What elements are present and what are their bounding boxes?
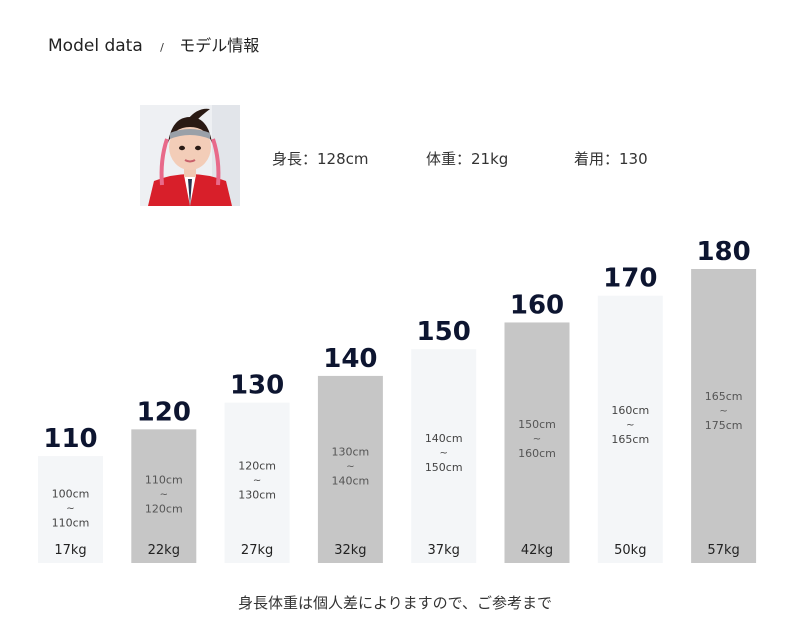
height-range-max: 175cm [705, 419, 743, 432]
bar [38, 456, 103, 563]
model-photo [140, 105, 240, 206]
bar [131, 429, 197, 563]
bar-size-label: 130 [230, 371, 284, 401]
height-range-separator: ~ [719, 406, 727, 417]
height-range-max: 140cm [332, 475, 370, 488]
height-range-separator: ~ [160, 490, 168, 501]
header-subtitle: モデル情報 [179, 36, 260, 55]
bar-size-label: 150 [417, 317, 471, 347]
bar-size-label: 110 [43, 424, 97, 454]
bar-size-label: 140 [323, 344, 377, 374]
model-size: 着用：130 [574, 150, 648, 168]
height-range-separator: ~ [346, 462, 354, 473]
height-range-max: 130cm [238, 489, 276, 502]
height-range-min: 130cm [332, 446, 370, 459]
bar [691, 269, 757, 563]
bar-size-label: 120 [137, 397, 191, 427]
bar-weight-label: 27kg [241, 543, 273, 558]
header-separator: / [160, 41, 164, 54]
height-range-separator: ~ [533, 434, 541, 445]
height-range-separator: ~ [66, 503, 74, 514]
bar-size-label: 180 [696, 237, 750, 267]
bar [411, 349, 477, 563]
bar-weight-label: 42kg [521, 543, 553, 558]
size-chart: 110 100cm ~110cm 17kg 120 110cm ~120cm 22kg 130 1… [38, 237, 757, 563]
model-height: 身長：128cm [272, 150, 369, 168]
bar-weight-label: 50kg [614, 543, 646, 558]
bar [224, 402, 290, 563]
bar-weight-label: 17kg [54, 543, 86, 558]
header-title: Model data [48, 36, 143, 56]
model-weight: 体重：21kg [426, 150, 509, 168]
bar-weight-label: 22kg [148, 543, 180, 558]
height-range-min: 160cm [611, 404, 649, 417]
footer-note: 身長体重は個人差によりますので、ご参考まで [237, 594, 553, 612]
bar-size-label: 160 [510, 290, 564, 320]
height-range-max: 120cm [145, 503, 183, 516]
height-range-separator: ~ [626, 420, 634, 431]
height-range-max: 160cm [518, 447, 556, 460]
bar-weight-label: 32kg [334, 543, 366, 558]
height-range-min: 140cm [425, 432, 463, 445]
height-range-separator: ~ [253, 476, 261, 487]
height-range-separator: ~ [440, 448, 448, 459]
bar [317, 375, 383, 563]
bar-weight-label: 57kg [707, 543, 739, 558]
bar [504, 322, 570, 563]
height-range-min: 110cm [145, 474, 183, 487]
height-range-max: 110cm [52, 516, 90, 529]
bar [597, 295, 663, 563]
height-range-min: 165cm [705, 390, 743, 403]
height-range-min: 150cm [518, 418, 556, 431]
height-range-max: 165cm [611, 433, 649, 446]
height-range-min: 120cm [238, 460, 276, 473]
height-range-max: 150cm [425, 461, 463, 474]
height-range-min: 100cm [52, 487, 90, 500]
header: Model data / モデル情報 [48, 32, 259, 56]
bar-size-label: 170 [603, 264, 657, 294]
bar-weight-label: 37kg [428, 543, 460, 558]
